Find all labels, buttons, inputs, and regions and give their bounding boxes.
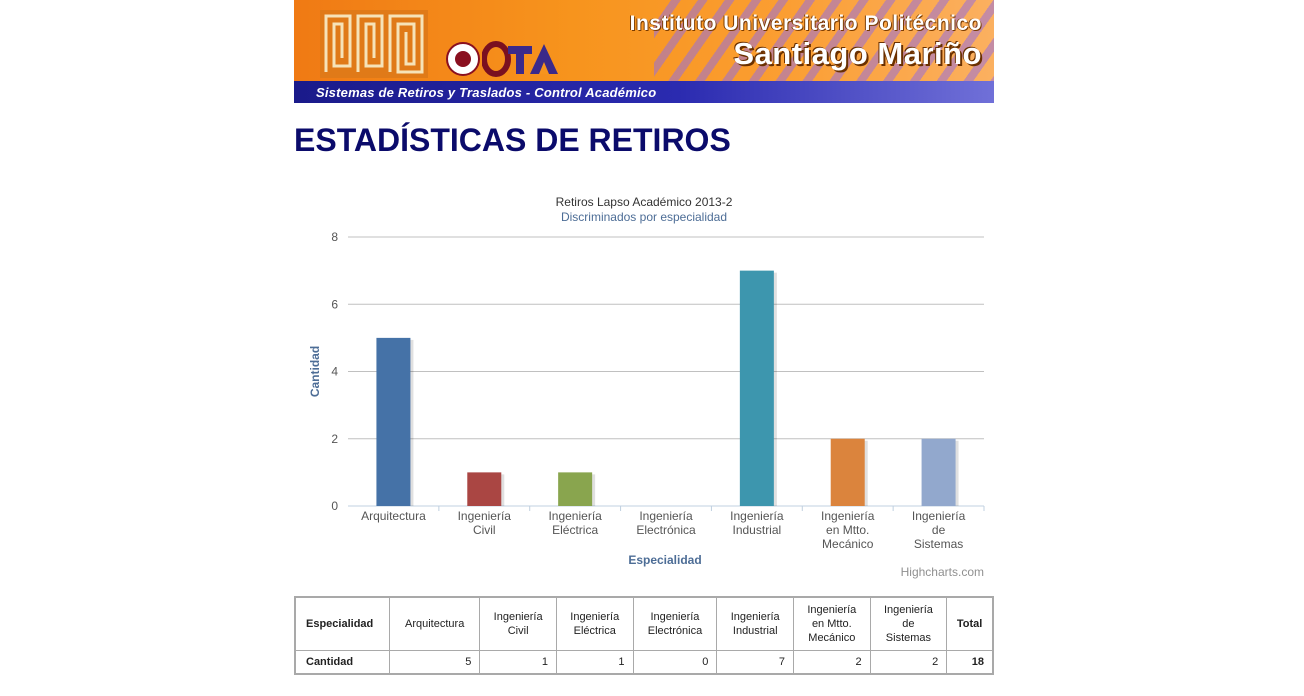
- table-cell-value-3: 0: [632, 650, 718, 675]
- table-cell-value-4: 7: [716, 650, 795, 675]
- header-banner: Instituto Universitario Politécnico Sant…: [294, 0, 994, 103]
- table-header-row: Especialidad Arquitectura Ingeniería Civil…: [294, 596, 994, 651]
- chart-svg: Retiros Lapso Académico 2013-2Discrimina…: [308, 195, 985, 579]
- table-header-col-2-line-0: Ingeniería: [570, 611, 620, 623]
- table-cell-value-1: 1: [479, 650, 557, 675]
- table-header-col-6-line-0: Ingeniería: [883, 604, 933, 616]
- x-category-label-5: Ingeniería en Mtto. Mecánico: [821, 509, 875, 551]
- highcharts-credits-link[interactable]: Highcharts.com: [901, 565, 984, 579]
- y-tick-label-0: 0: [331, 499, 338, 513]
- x-category-label-2: Ingeniería Eléctrica: [548, 509, 602, 537]
- x-category-label-3-line-0: Ingeniería: [639, 509, 693, 523]
- x-category-label-6-line-0: Ingeniería: [912, 509, 966, 523]
- table-header-col-3-line-1: Electrónica: [647, 625, 703, 637]
- chart-subtitle: Discriminados por especialidad: [561, 210, 727, 224]
- y-tick-label-2: 4: [331, 365, 338, 379]
- bar-6: [921, 438, 956, 506]
- y-tick-label-3: 6: [331, 297, 338, 311]
- table-header-col-4-line-0: Ingeniería: [730, 611, 780, 623]
- system-tagline: Sistemas de Retiros y Traslados - Contro…: [316, 85, 657, 100]
- table-header-col-6-line-1: de: [902, 618, 915, 630]
- x-category-label-0-line-0: Arquitectura: [361, 509, 426, 523]
- x-axis-title: Especialidad: [628, 553, 701, 567]
- table-header-total: Total: [946, 596, 994, 651]
- table-header-col-5: Ingeniería en Mtto. Mecánico: [793, 596, 871, 651]
- maze-logo: [320, 10, 428, 78]
- chart-title: Retiros Lapso Académico 2013-2: [556, 195, 733, 209]
- x-category-label-1-line-0: Ingeniería: [458, 509, 512, 523]
- bar-5: [830, 438, 865, 506]
- x-category-label-6-line-1: de: [932, 523, 946, 537]
- bar-4: [739, 270, 774, 506]
- bar-2: [558, 472, 593, 506]
- table-header-especialidad: Especialidad: [294, 596, 390, 651]
- x-category-label-1: Ingeniería Civil: [458, 509, 512, 537]
- x-category-label-3: Ingeniería Electrónica: [636, 509, 696, 537]
- x-category-label-5-line-2: Mecánico: [822, 537, 874, 551]
- table-row-label: Cantidad: [294, 650, 390, 675]
- x-category-label-2-line-1: Eléctrica: [552, 523, 598, 537]
- x-category-label-4: Ingeniería Industrial: [730, 509, 784, 537]
- table-header-col-2-line-1: Eléctrica: [573, 625, 616, 637]
- page-title: ESTADÍSTICAS DE RETIROS: [294, 122, 731, 158]
- table-row: Cantidad 5 1 1 0 7 2 2 18: [294, 650, 994, 675]
- table-header-col-0: Arquitectura: [388, 596, 481, 651]
- retiros-bar-chart: Retiros Lapso Académico 2013-2 Discrimina…: [294, 188, 994, 588]
- table-header-col-3: Ingeniería Electrónica: [632, 596, 718, 651]
- table-header-col-6: Ingeniería de Sistemas: [869, 596, 948, 651]
- table-header-col-2: Ingeniería Eléctrica: [555, 596, 634, 651]
- table-header-col-1-line-0: Ingeniería: [493, 611, 543, 623]
- x-category-label-4-line-0: Ingeniería: [730, 509, 784, 523]
- ota-logo: [481, 40, 560, 78]
- table-cell-value-0: 5: [388, 650, 481, 675]
- institution-name-line1: Instituto Universitario Politécnico: [629, 12, 982, 35]
- x-category-label-5-line-1: en Mtto.: [826, 523, 869, 537]
- table-header-col-4-line-1: Industrial: [732, 625, 778, 637]
- stats-table: Especialidad Arquitectura Ingeniería Civil…: [294, 596, 994, 675]
- table-header-col-0-line-0: Arquitectura: [405, 618, 465, 630]
- table-header-col-6-line-2: Sistemas: [885, 632, 932, 644]
- x-category-label-1-line-1: Civil: [473, 523, 496, 537]
- y-tick-label-1: 2: [331, 432, 338, 446]
- table-header-col-1-line-1: Civil: [507, 625, 529, 637]
- table-header-col-5-line-1: en Mtto.: [811, 618, 852, 630]
- table-cell-value-2: 1: [555, 650, 634, 675]
- x-category-label-6-line-2: Sistemas: [914, 537, 963, 551]
- bar-1: [467, 472, 502, 506]
- table-header-col-5-line-0: Ingeniería: [807, 604, 857, 616]
- x-category-label-3-line-1: Electrónica: [636, 523, 696, 537]
- table-cell-total: 18: [946, 650, 994, 675]
- y-tick-label-4: 8: [331, 230, 338, 244]
- table-cell-value-5: 2: [793, 650, 871, 675]
- x-category-label-5-line-0: Ingeniería: [821, 509, 875, 523]
- seal-logo: [446, 42, 480, 76]
- bar-0: [376, 337, 411, 506]
- x-category-label-0: Arquitectura: [361, 509, 426, 523]
- table-header-col-1: Ingeniería Civil: [479, 596, 557, 651]
- table-header-col-5-line-2: Mecánico: [808, 632, 856, 644]
- banner-bottom-bar: Sistemas de Retiros y Traslados - Contro…: [294, 81, 994, 103]
- institution-name-line2: Santiago Mariño: [733, 36, 982, 71]
- table-header-col-4: Ingeniería Industrial: [716, 596, 795, 651]
- table-cell-value-6: 2: [869, 650, 948, 675]
- table-header-col-3-line-0: Ingeniería: [650, 611, 700, 623]
- x-category-label-6: Ingeniería de Sistemas: [912, 509, 966, 551]
- y-axis-title: Cantidad: [308, 346, 322, 397]
- x-category-label-2-line-0: Ingeniería: [548, 509, 602, 523]
- x-category-label-4-line-1: Industrial: [733, 523, 782, 537]
